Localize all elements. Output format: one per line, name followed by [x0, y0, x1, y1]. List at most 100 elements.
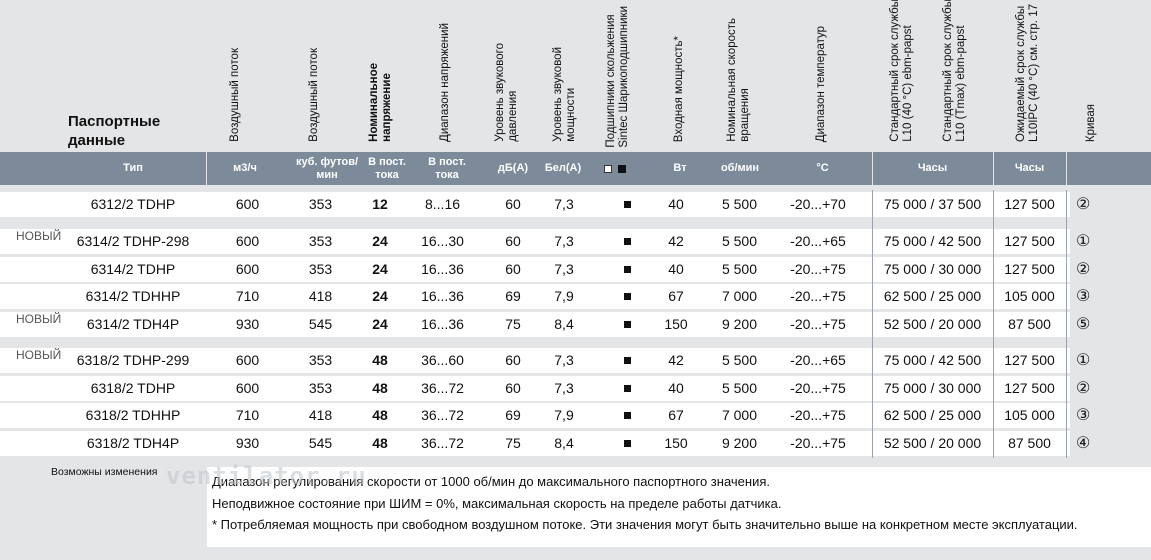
cell-voltage-range: 36...60	[421, 352, 464, 368]
cell-type: 6314/2 TDHP-298	[76, 233, 190, 249]
cell-expected-life: 87 500	[1008, 316, 1051, 332]
ball-bearing-marker	[624, 412, 631, 419]
table-title: Паспортные данные	[68, 113, 161, 149]
cell-service-life: 52 500 / 20 000	[883, 435, 982, 451]
sleeve-bearing-icon	[604, 164, 612, 173]
header-air-flow: Воздушный поток	[229, 48, 241, 142]
cell-sound-power: 8,4	[554, 316, 574, 332]
cell-nominal-speed: 7 000	[721, 288, 758, 304]
unit-rpm: об/мин	[720, 162, 760, 174]
watermark: ventilator.ru	[166, 462, 367, 490]
unit-w: Вт	[673, 162, 687, 174]
header-nominal-speed: Номинальная скорость вращения	[726, 18, 751, 142]
cell-type: 6314/2 TDH4P	[86, 316, 180, 332]
cell-type: 6318/2 TDHP-299	[76, 352, 190, 368]
cell-sound-power: 7,3	[554, 196, 574, 212]
cell-service-life: 52 500 / 20 000	[883, 316, 982, 332]
cell-nominal-speed: 5 500	[721, 380, 758, 396]
table-row	[0, 431, 1070, 456]
cell-sound-power: 7,9	[554, 407, 574, 423]
cell-nominal-speed: 5 500	[721, 261, 758, 277]
header-service-life-tmax: Стандартный срок службы L10 (Tmax) ebm-p…	[942, 0, 967, 142]
cell-type: 6314/2 TDHP	[90, 261, 176, 277]
unit-vdc-nominal: В пост. тока	[368, 155, 406, 181]
unit-celsius: °C	[816, 162, 829, 174]
unit-cfm: куб. футов/ мин	[295, 155, 359, 181]
cell-curve: ②	[1076, 196, 1091, 213]
table-row	[0, 376, 1070, 401]
cell-type: 6314/2 TDHHP	[85, 288, 181, 304]
cell-sound-power: 7,3	[554, 233, 574, 249]
cell-service-life: 75 000 / 30 000	[883, 380, 982, 396]
cell-air-flow-m3h: 600	[235, 261, 260, 277]
cell-curve: ①	[1076, 352, 1091, 369]
cell-nominal-voltage: 48	[372, 380, 388, 396]
cell-service-life: 62 500 / 25 000	[883, 407, 982, 423]
header-sound-power: Уровень звуковой мощности	[552, 47, 577, 142]
cell-temperature-range: -20...+75	[790, 261, 846, 277]
header-temperature-range: Диапазон температур	[815, 25, 827, 142]
unit-bela: Бел(А)	[544, 162, 582, 174]
cell-service-life: 75 000 / 42 500	[883, 352, 982, 368]
cell-air-flow-m3h: 600	[235, 196, 260, 212]
table-header-area: Паспортные данные Воздушный поток Воздуш…	[0, 0, 1151, 152]
cell-air-flow-m3h: 710	[235, 288, 260, 304]
cell-air-flow-m3h: 930	[235, 435, 260, 451]
cell-curve: ②	[1076, 261, 1091, 278]
cell-sound-pressure: 75	[505, 435, 521, 451]
cell-service-life: 75 000 / 37 500	[883, 196, 982, 212]
bearing-legend	[592, 152, 638, 185]
cell-nominal-speed: 7 000	[721, 407, 758, 423]
cell-voltage-range: 16...36	[421, 316, 464, 332]
cell-nominal-speed: 9 200	[721, 316, 758, 332]
cell-air-flow-m3h: 710	[235, 407, 260, 423]
units-band	[0, 152, 1151, 185]
cell-sound-power: 8,4	[554, 435, 574, 451]
note-pwm: Неподвижное состояние при ШИМ = 0%, макс…	[212, 496, 782, 511]
ball-bearing-marker	[624, 238, 631, 245]
band-separator	[993, 152, 994, 185]
cell-nominal-voltage: 48	[372, 435, 388, 451]
header-air-flow-cfm: Воздушный поток	[308, 48, 320, 142]
ball-bearing-marker	[624, 266, 631, 273]
band-separator	[1066, 152, 1067, 185]
cell-sound-pressure: 60	[505, 196, 521, 212]
cell-input-power: 42	[668, 233, 684, 249]
header-bearing: Подшипники скольжения Sintec Шарикоподши…	[605, 6, 630, 148]
cell-air-flow-m3h: 930	[235, 316, 260, 332]
cell-nominal-voltage: 48	[372, 352, 388, 368]
cell-input-power: 40	[668, 261, 684, 277]
column-separator	[993, 190, 994, 458]
ball-bearing-marker	[624, 385, 631, 392]
cell-air-flow-cfm: 353	[308, 352, 333, 368]
cell-curve: ④	[1076, 435, 1091, 452]
cell-nominal-voltage: 24	[372, 288, 388, 304]
cell-voltage-range: 16...36	[421, 261, 464, 277]
cell-sound-pressure: 60	[505, 352, 521, 368]
cell-sound-power: 7,3	[554, 380, 574, 396]
cell-sound-power: 7,9	[554, 288, 574, 304]
header-sound-pressure: Уровень звукового давления	[494, 43, 519, 142]
cell-air-flow-m3h: 600	[235, 352, 260, 368]
table-row	[0, 229, 1070, 254]
cell-input-power: 40	[668, 380, 684, 396]
cell-sound-pressure: 60	[505, 233, 521, 249]
band-separator	[206, 152, 207, 185]
column-separator	[1066, 190, 1067, 458]
header-voltage-range: Диапазон напряжений	[439, 23, 451, 142]
cell-temperature-range: -20...+75	[790, 435, 846, 451]
cell-sound-pressure: 69	[505, 288, 521, 304]
ball-bearing-icon	[618, 164, 626, 173]
cell-temperature-range: -20...+75	[790, 380, 846, 396]
cell-expected-life: 127 500	[1004, 196, 1055, 212]
cell-input-power: 67	[668, 288, 684, 304]
cell-service-life: 75 000 / 42 500	[883, 233, 982, 249]
table-row	[0, 403, 1070, 428]
ball-bearing-marker	[624, 357, 631, 364]
cell-curve: ⑤	[1076, 316, 1091, 333]
header-nominal-voltage: Номинальное напряжение	[368, 63, 393, 142]
changes-note: Возможны изменения	[51, 466, 158, 478]
notes-box: Диапазон регулирования скорости от 1000 …	[207, 467, 1151, 547]
cell-expected-life: 127 500	[1004, 233, 1055, 249]
cell-curve: ①	[1076, 233, 1091, 250]
